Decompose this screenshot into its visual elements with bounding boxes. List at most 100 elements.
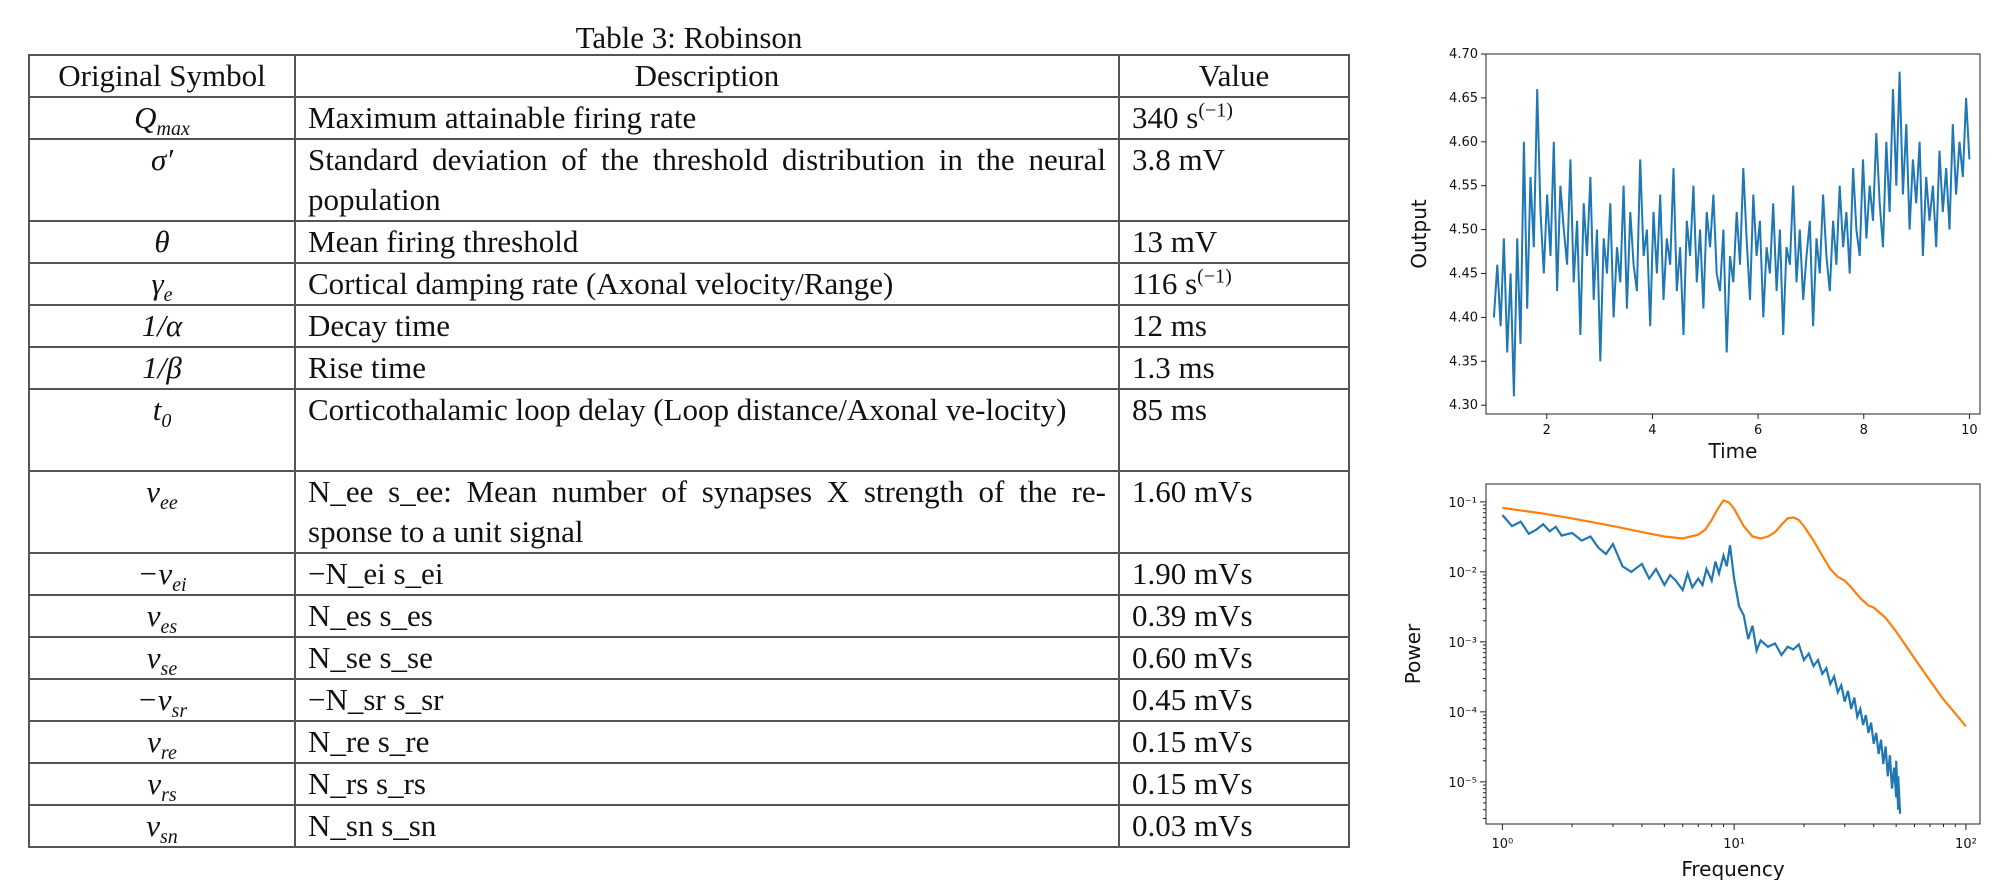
description-cell: N_es s_es bbox=[294, 594, 1120, 638]
symbol-cell: t0 bbox=[28, 388, 296, 472]
value-exponent: (−1) bbox=[1198, 99, 1233, 122]
symbol-text: Q bbox=[134, 100, 157, 135]
value-cell: 0.60 mVs bbox=[1118, 636, 1350, 680]
header-description: Description bbox=[294, 54, 1120, 98]
symbol-text: v bbox=[146, 808, 160, 843]
plot-frame bbox=[1485, 53, 1981, 415]
y-tick-label: 10⁻⁴ bbox=[1448, 706, 1477, 721]
symbol-cell: vre bbox=[28, 720, 296, 764]
description-cell: Cortical damping rate (Axonal velocity/R… bbox=[294, 262, 1120, 306]
symbol-cell: γe bbox=[28, 262, 296, 306]
symbol-cell: θ bbox=[28, 220, 296, 264]
value-exponent: (−1) bbox=[1197, 265, 1232, 288]
symbol-text: v bbox=[147, 766, 162, 801]
time-series-chart: 2 4 6 8 10 4.30 4.35 4.40 4.45 4.50 4.55 4.60 4.65 4.… bbox=[1407, 47, 1981, 463]
table-row: θ Mean firing threshold 13 mV bbox=[28, 220, 1350, 264]
symbol-subscript: max bbox=[156, 118, 190, 141]
symbol-subscript: 0 bbox=[161, 410, 172, 433]
symbol-subscript: sn bbox=[159, 826, 178, 849]
symbol-cell: Qmax bbox=[28, 96, 296, 141]
description-cell: N_rs s_rs bbox=[294, 762, 1120, 806]
table-row: ves N_es s_es 0.39 mVs bbox=[28, 594, 1350, 639]
y-tick-label: 4.70 bbox=[1449, 47, 1478, 62]
value-cell: 0.15 mVs bbox=[1118, 762, 1350, 806]
symbol-subscript: es bbox=[160, 616, 178, 639]
table-header-row: Original Symbol Description Value bbox=[28, 54, 1350, 98]
y-tick-label: 4.65 bbox=[1449, 91, 1478, 106]
table-body: Qmax Maximum attainable firing rate 340 s(… bbox=[28, 96, 1350, 849]
y-tick-label: 4.60 bbox=[1449, 135, 1478, 150]
value-text: 0.03 mVs bbox=[1132, 808, 1253, 843]
y-axis-label: Output bbox=[1407, 199, 1431, 269]
table-row: t0 Corticothalamic loop delay (Loop dista… bbox=[28, 388, 1350, 472]
description-cell: N_se s_se bbox=[294, 636, 1120, 680]
value-text: 0.15 mVs bbox=[1132, 724, 1253, 759]
symbol-text: −v bbox=[137, 556, 173, 591]
symbol-subscript: rs bbox=[161, 784, 177, 807]
symbol-cell: −vei bbox=[28, 552, 296, 596]
x-tick-label: 10⁰ bbox=[1491, 837, 1513, 852]
y-tick-label: 4.30 bbox=[1449, 398, 1478, 413]
value-cell: 12 ms bbox=[1118, 304, 1350, 348]
symbol-text: σ′ bbox=[150, 142, 174, 177]
table-row: vrs N_rs s_rs 0.15 mVs bbox=[28, 762, 1350, 807]
plot-frame bbox=[1485, 483, 1981, 825]
header-value: Value bbox=[1118, 54, 1350, 98]
symbol-cell: 1/β bbox=[28, 346, 296, 390]
x-tick-label: 4 bbox=[1648, 423, 1656, 438]
symbol-cell: vrs bbox=[28, 762, 296, 807]
value-text: 1.60 mVs bbox=[1132, 474, 1253, 509]
output-series-line bbox=[1492, 71, 1971, 397]
symbol-subscript: se bbox=[160, 658, 178, 681]
value-text: 0.60 mVs bbox=[1132, 640, 1253, 675]
description-cell: −N_ei s_ei bbox=[294, 552, 1120, 596]
symbol-text: 1/β bbox=[142, 350, 182, 385]
x-axis-label: Frequency bbox=[1681, 857, 1784, 880]
value-text: 340 s bbox=[1132, 100, 1199, 135]
value-cell: 1.3 ms bbox=[1118, 346, 1350, 390]
value-text: 1.3 ms bbox=[1132, 350, 1215, 385]
value-text: 1.90 mVs bbox=[1132, 556, 1253, 591]
symbol-text: t bbox=[152, 392, 162, 427]
symbol-text: γ bbox=[151, 266, 164, 301]
value-text: 85 ms bbox=[1132, 392, 1207, 427]
value-text: 0.45 mVs bbox=[1132, 682, 1253, 717]
signal-spectrum-line bbox=[1501, 514, 1902, 814]
symbol-cell: −vsr bbox=[28, 678, 296, 723]
symbol-cell: σ′ bbox=[28, 138, 296, 222]
table-row: 1/β Rise time 1.3 ms bbox=[28, 346, 1350, 390]
y-tick-label: 4.50 bbox=[1449, 223, 1478, 238]
value-text: 0.39 mVs bbox=[1132, 598, 1253, 633]
power-spectrum-chart: 10⁰ 10¹ 10² 10⁻⁵ 10⁻⁴ 10⁻³ 10⁻² 10⁻¹ Frequency Po… bbox=[1401, 483, 1981, 880]
y-tick-label: 10⁻¹ bbox=[1448, 496, 1477, 511]
y-axis-label: Power bbox=[1401, 623, 1425, 684]
table-row: σ′ Standard deviation of the threshold di… bbox=[28, 138, 1350, 222]
value-cell: 0.39 mVs bbox=[1118, 594, 1350, 638]
symbol-text: −v bbox=[136, 682, 172, 717]
x-tick-label: 8 bbox=[1860, 423, 1868, 438]
y-tick-label: 10⁻³ bbox=[1448, 636, 1477, 651]
value-cell: 0.03 mVs bbox=[1118, 804, 1350, 848]
table-row: −vei −N_ei s_ei 1.90 mVs bbox=[28, 552, 1350, 596]
table-row: −vsr −N_sr s_sr 0.45 mVs bbox=[28, 678, 1350, 723]
x-tick-label: 10 bbox=[1961, 423, 1978, 438]
x-tick-label: 2 bbox=[1543, 423, 1551, 438]
symbol-cell: 1/α bbox=[28, 304, 296, 348]
parameter-table: Original Symbol Description Value Qmax Ma… bbox=[28, 54, 1350, 848]
symbol-subscript: sr bbox=[171, 700, 188, 723]
value-cell: 13 mV bbox=[1118, 220, 1350, 264]
symbol-cell: vse bbox=[28, 636, 296, 681]
y-tick-label: 4.45 bbox=[1449, 267, 1478, 282]
value-text: 0.15 mVs bbox=[1132, 766, 1253, 801]
description-cell: N_sn s_sn bbox=[294, 804, 1120, 848]
table-row: γe Cortical damping rate (Axonal velocity… bbox=[28, 262, 1350, 306]
value-cell: 3.8 mV bbox=[1118, 138, 1350, 222]
description-cell: Standard deviation of the threshold dist… bbox=[294, 138, 1120, 222]
value-cell: 340 s(−1) bbox=[1118, 96, 1350, 140]
y-tick-label: 4.35 bbox=[1449, 354, 1478, 369]
description-cell: Corticothalamic loop delay (Loop distanc… bbox=[294, 388, 1120, 472]
symbol-text: v bbox=[146, 598, 161, 633]
value-cell: 1.90 mVs bbox=[1118, 552, 1350, 596]
description-cell: −N_sr s_sr bbox=[294, 678, 1120, 722]
symbol-text: θ bbox=[154, 224, 170, 259]
